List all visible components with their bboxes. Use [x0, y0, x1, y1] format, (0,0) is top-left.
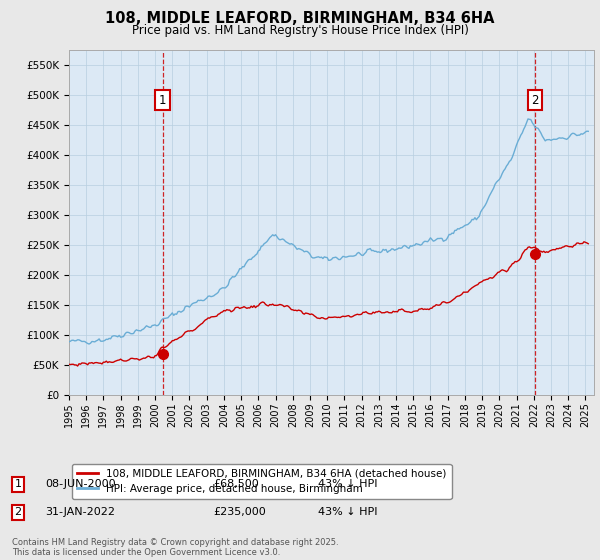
Text: 108, MIDDLE LEAFORD, BIRMINGHAM, B34 6HA: 108, MIDDLE LEAFORD, BIRMINGHAM, B34 6HA — [105, 11, 495, 26]
Text: 43% ↓ HPI: 43% ↓ HPI — [318, 507, 377, 517]
Text: Price paid vs. HM Land Registry's House Price Index (HPI): Price paid vs. HM Land Registry's House … — [131, 24, 469, 36]
Text: 08-JUN-2000: 08-JUN-2000 — [45, 479, 116, 489]
Text: 31-JAN-2022: 31-JAN-2022 — [45, 507, 115, 517]
Text: £68,500: £68,500 — [213, 479, 259, 489]
Text: 2: 2 — [14, 507, 22, 517]
Text: 43% ↓ HPI: 43% ↓ HPI — [318, 479, 377, 489]
Text: 1: 1 — [159, 94, 166, 107]
Text: 1: 1 — [14, 479, 22, 489]
Legend: 108, MIDDLE LEAFORD, BIRMINGHAM, B34 6HA (detached house), HPI: Average price, d: 108, MIDDLE LEAFORD, BIRMINGHAM, B34 6HA… — [71, 464, 452, 500]
Text: Contains HM Land Registry data © Crown copyright and database right 2025.
This d: Contains HM Land Registry data © Crown c… — [12, 538, 338, 557]
Text: 2: 2 — [532, 94, 539, 107]
Text: £235,000: £235,000 — [213, 507, 266, 517]
